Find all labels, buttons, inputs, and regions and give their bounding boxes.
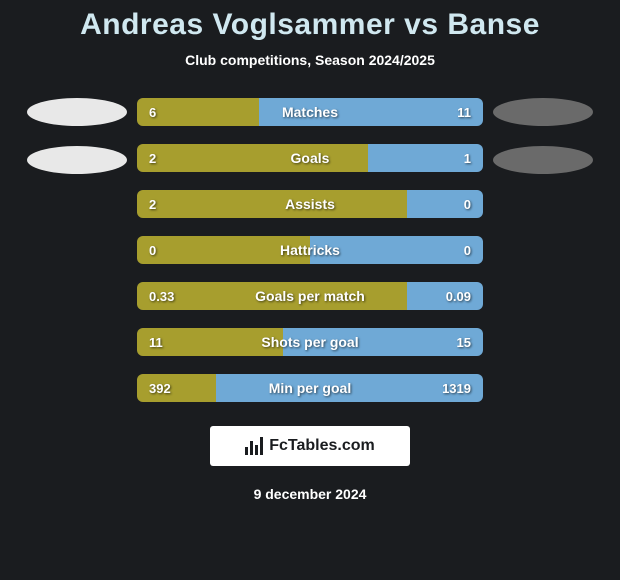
footer-brand-badge: FcTables.com [210,426,410,466]
bar-segment-right [407,282,483,310]
comparison-infographic: Andreas Voglsammer vs Banse Club competi… [0,0,620,502]
bars-column: 611Matches 21Goals 20Assists 00Hattricks 0.3… [137,98,483,402]
bar-segment-left [137,282,407,310]
metric-row: 3921319Min per goal [137,374,483,402]
bar-segment-left [137,144,368,172]
right-logo-column [483,98,603,194]
bar-segment-left [137,236,310,264]
bar-chart-icon [245,437,263,455]
metric-row: 00Hattricks [137,236,483,264]
footer-brand-text: FcTables.com [269,437,375,455]
left-team-logo-1 [27,98,127,126]
bar-segment-left [137,98,259,126]
footer-date: 9 december 2024 [254,486,367,502]
bar-segment-right [368,144,483,172]
left-team-logo-2 [27,146,127,174]
bar-segment-right [407,190,483,218]
bar-segment-right [310,236,483,264]
right-team-logo-1 [493,98,593,126]
page-title: Andreas Voglsammer vs Banse [80,8,540,42]
page-subtitle: Club competitions, Season 2024/2025 [185,52,435,68]
chart-area: 611Matches 21Goals 20Assists 00Hattricks 0.3… [0,98,620,402]
metric-row: 611Matches [137,98,483,126]
metric-row: 20Assists [137,190,483,218]
bar-segment-left [137,328,283,356]
bar-segment-right [216,374,483,402]
bar-segment-left [137,374,216,402]
bar-segment-right [259,98,483,126]
metric-row: 21Goals [137,144,483,172]
bar-segment-right [283,328,483,356]
metric-row: 1115Shots per goal [137,328,483,356]
right-team-logo-2 [493,146,593,174]
bar-segment-left [137,190,407,218]
metric-row: 0.330.09Goals per match [137,282,483,310]
left-logo-column [17,98,137,194]
